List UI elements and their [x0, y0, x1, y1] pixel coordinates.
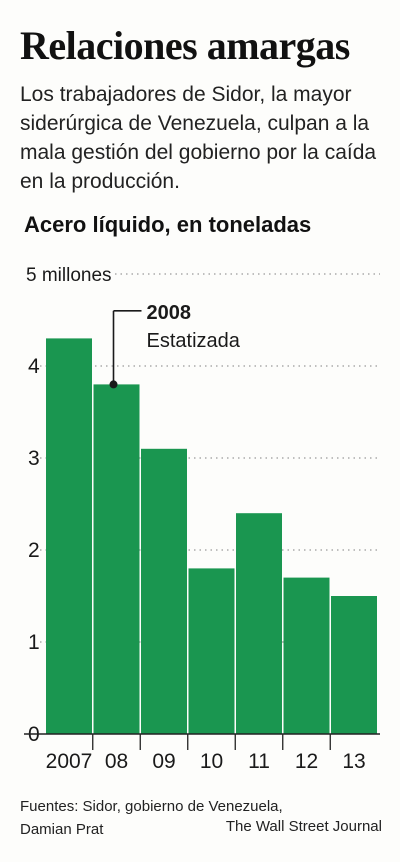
annotation-dot: [109, 380, 118, 389]
y-tick-label: 2: [28, 539, 40, 562]
source-line-1: Fuentes: Sidor, gobierno de Venezuela,: [20, 798, 283, 815]
x-tick-label: 08: [105, 750, 128, 773]
bar-11: [236, 513, 282, 734]
y-tick-label: 5 millones: [26, 265, 112, 286]
y-tick-label: 4: [28, 355, 40, 378]
x-tick-label: 12: [295, 750, 318, 773]
chart-subtitle: Los trabajadores de Sidor, la mayor side…: [20, 83, 377, 193]
x-tick-label: 10: [200, 750, 223, 773]
publisher-credit: The Wall Street Journal: [225, 818, 382, 835]
x-tick-label: 09: [152, 750, 175, 773]
source-line-2: Damian Prat: [20, 821, 104, 838]
bar-2007: [46, 338, 92, 734]
y-tick-label: 1: [28, 631, 40, 654]
x-tick-label: 2007: [46, 750, 93, 773]
bar-12: [283, 577, 330, 734]
annotation-text: Estatizada: [147, 330, 241, 352]
bar-13: [331, 596, 377, 734]
bar-08: [93, 384, 140, 734]
x-tick-label: 13: [342, 750, 365, 773]
annotation-title: 2008: [147, 302, 192, 324]
bar-10: [188, 568, 235, 734]
bar-09: [141, 448, 187, 734]
y-tick-label: 3: [28, 447, 40, 470]
chart-title: Relaciones amargas: [20, 23, 350, 68]
unit-label: Acero líquido, en toneladas: [24, 212, 312, 237]
x-tick-label: 11: [248, 750, 270, 773]
source-note: Fuentes: Sidor, gobierno de Venezuela, D…: [20, 795, 283, 841]
